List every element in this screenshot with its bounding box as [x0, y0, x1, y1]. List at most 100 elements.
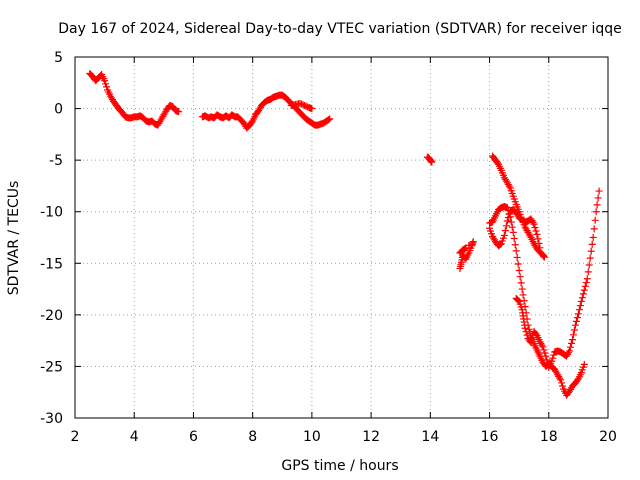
data-point: [584, 268, 592, 276]
data-point: [542, 352, 550, 360]
data-point: [529, 218, 537, 226]
data-point: [595, 187, 603, 195]
data-point: [296, 99, 304, 107]
data-point: [520, 297, 528, 305]
data-point: [589, 234, 597, 241]
data-point: [504, 207, 512, 215]
data-point: [570, 326, 578, 334]
x-tick-label: 2: [71, 429, 80, 445]
chart-title: Day 167 of 2024, Sidereal Day-to-day VTE…: [58, 21, 622, 37]
y-tick-labels: 5 0 -5 -10 -15 -20 -25 -30: [40, 50, 63, 427]
data-point: [300, 101, 308, 109]
data-point: [580, 286, 588, 294]
data-point: [515, 267, 523, 275]
data-point: [590, 225, 598, 233]
data-point: [549, 354, 557, 362]
data-point: [581, 282, 589, 290]
data-point: [519, 291, 527, 299]
x-tick-label: 4: [130, 429, 139, 445]
data-point: [298, 100, 306, 108]
data-point: [505, 210, 513, 218]
data-point: [500, 231, 508, 239]
data-point: [573, 314, 581, 322]
data-point: [516, 273, 524, 281]
x-tick-labels: 2 4 6 8 10 12 14 16 18 20: [71, 429, 617, 445]
data-point: [502, 222, 510, 230]
data-point: [102, 80, 110, 88]
data-points: [86, 70, 603, 399]
data-point: [548, 357, 556, 365]
data-point: [540, 346, 548, 354]
x-tick-label: 20: [599, 429, 617, 445]
y-tick-label: 0: [54, 102, 63, 118]
data-point: [579, 290, 587, 298]
data-point: [522, 328, 530, 336]
series-track-5: [456, 238, 477, 272]
data-point: [514, 296, 522, 304]
data-point: [593, 201, 601, 209]
data-point: [571, 321, 579, 329]
data-point: [533, 230, 541, 238]
data-point: [576, 302, 584, 310]
data-point: [299, 101, 307, 109]
data-point: [578, 294, 586, 302]
y-tick-label: -20: [40, 308, 63, 324]
data-point: [558, 379, 566, 387]
data-point: [508, 223, 516, 231]
y-tick-label: -15: [40, 256, 63, 272]
data-point: [530, 220, 538, 228]
data-point: [540, 253, 548, 261]
data-point: [103, 83, 111, 91]
data-point: [101, 77, 109, 85]
y-tick-label: -25: [40, 359, 63, 375]
data-point: [501, 227, 509, 235]
x-tick-label: 12: [362, 429, 380, 445]
data-point: [535, 239, 543, 247]
plot-frame: [74, 56, 609, 419]
series-track-4: [423, 153, 436, 166]
data-point: [567, 339, 575, 347]
y-tick-label: -30: [40, 411, 63, 427]
data-point: [556, 374, 564, 382]
data-point: [531, 224, 539, 232]
data-point: [523, 331, 531, 339]
data-point: [594, 194, 602, 202]
data-point: [512, 247, 520, 255]
x-tick-label: 8: [248, 429, 257, 445]
x-tick-label: 14: [421, 429, 439, 445]
data-point: [469, 238, 477, 246]
data-point: [566, 343, 574, 351]
data-point: [505, 182, 513, 190]
data-point: [302, 102, 310, 110]
series-track-3: [287, 99, 316, 113]
data-point: [503, 204, 511, 212]
data-point: [572, 317, 580, 325]
data-point: [557, 376, 565, 384]
data-point: [591, 216, 599, 224]
data-point: [582, 279, 590, 287]
y-tick-label: -5: [49, 153, 63, 169]
data-point: [586, 254, 594, 262]
series-track-9: [512, 187, 603, 371]
data-point: [588, 240, 596, 248]
data-point: [517, 279, 525, 287]
data-point: [569, 331, 577, 339]
data-point: [580, 360, 588, 368]
data-point: [585, 261, 593, 269]
data-point: [528, 335, 536, 343]
data-point: [527, 339, 535, 347]
data-point: [559, 382, 567, 390]
data-point: [536, 244, 544, 252]
data-point: [538, 341, 546, 349]
data-point: [577, 297, 585, 305]
data-point: [518, 285, 526, 293]
data-point: [510, 235, 518, 243]
y-axis-label: SDTVAR / TECUs: [6, 181, 22, 296]
data-point: [592, 208, 600, 216]
data-point: [461, 245, 469, 253]
data-point: [325, 116, 333, 124]
data-point: [308, 105, 316, 113]
data-point: [526, 329, 534, 337]
series-track-1: [86, 70, 183, 129]
